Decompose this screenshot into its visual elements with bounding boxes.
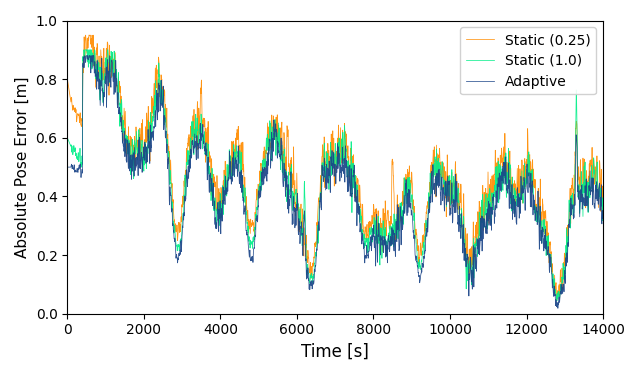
Static (0.25): [305, 264, 313, 268]
Static (0.25): [596, 161, 604, 166]
Static (1.0): [486, 205, 493, 209]
Static (1.0): [263, 140, 271, 144]
Static (1.0): [305, 273, 313, 277]
Adaptive: [599, 208, 607, 213]
Static (1.0): [553, 299, 561, 303]
Y-axis label: Absolute Pose Error [m]: Absolute Pose Error [m]: [15, 76, 30, 258]
Adaptive: [486, 217, 493, 221]
Adaptive: [504, 172, 512, 176]
Adaptive: [263, 176, 271, 181]
Static (0.25): [504, 157, 512, 162]
Static (1.0): [63, 135, 71, 140]
Adaptive: [388, 242, 396, 246]
Static (0.25): [263, 146, 271, 150]
Line: Adaptive: Adaptive: [67, 56, 603, 308]
Static (0.25): [556, 297, 563, 302]
Adaptive: [106, 53, 113, 58]
Line: Static (0.25): Static (0.25): [67, 35, 603, 300]
Static (1.0): [504, 154, 512, 159]
Static (1.0): [388, 242, 396, 246]
Legend: Static (0.25), Static (1.0), Adaptive: Static (0.25), Static (1.0), Adaptive: [460, 27, 596, 94]
Static (0.25): [388, 202, 396, 207]
Adaptive: [63, 165, 71, 169]
Line: Static (1.0): Static (1.0): [67, 50, 603, 301]
Static (0.25): [599, 187, 607, 191]
X-axis label: Time [s]: Time [s]: [301, 343, 369, 361]
Static (0.25): [63, 77, 71, 81]
Adaptive: [554, 306, 562, 311]
Static (1.0): [599, 204, 607, 208]
Static (0.25): [486, 197, 493, 201]
Static (1.0): [86, 48, 94, 52]
Adaptive: [596, 204, 604, 209]
Static (1.0): [596, 187, 604, 191]
Static (0.25): [82, 33, 90, 38]
Adaptive: [305, 286, 313, 291]
